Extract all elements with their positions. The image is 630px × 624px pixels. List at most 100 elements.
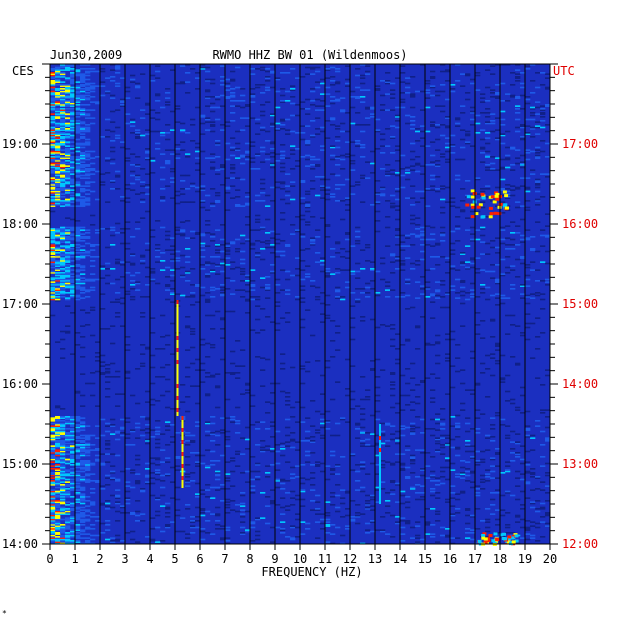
spectrogram-cell	[60, 264, 66, 266]
spectrogram-cell	[400, 374, 406, 377]
spectrogram-cell	[280, 72, 286, 74]
spectrogram-cell	[270, 122, 276, 125]
spectrogram-cell	[75, 106, 81, 109]
spectrogram-cell	[80, 152, 86, 154]
spectrogram-cell	[55, 168, 61, 170]
spectrogram-cell	[160, 530, 166, 533]
spectrogram-cell	[200, 188, 206, 190]
spectrogram-cell	[300, 440, 306, 442]
spectrogram-cell	[530, 64, 536, 66]
spectrogram-cell	[130, 538, 136, 541]
spectrogram-cell	[440, 105, 446, 107]
spectrogram-cell	[315, 165, 321, 167]
spectrogram-cell	[220, 454, 226, 457]
spectrogram-cell	[65, 165, 71, 167]
spectrogram-cell	[450, 537, 456, 539]
spectrogram-cell	[60, 118, 66, 121]
spectrogram-cell	[110, 376, 116, 378]
spectrogram-cell	[50, 525, 56, 527]
spectrogram-cell	[230, 242, 236, 245]
spectrogram-cell	[210, 166, 216, 169]
spectrogram-cell	[485, 242, 491, 245]
spectrogram-cell	[360, 486, 366, 489]
spectrogram-cell	[315, 494, 321, 497]
spectrogram-cell	[500, 377, 506, 379]
spectrogram-cell	[490, 357, 496, 359]
spectrogram-cell	[290, 85, 296, 87]
spectrogram-cell	[50, 533, 56, 535]
spectrogram-cell	[295, 476, 301, 478]
spectrogram-cell	[70, 541, 76, 543]
spectrogram-cell	[185, 237, 191, 239]
spectrogram-cell	[70, 129, 76, 131]
spectrogram-cell	[440, 284, 446, 286]
spectrogram-cell	[120, 434, 126, 437]
spectrogram-cell	[390, 514, 396, 517]
spectrogram-cell	[165, 160, 171, 162]
spectrogram-cell	[245, 438, 251, 441]
spectrogram-cell	[400, 106, 406, 109]
spectrogram-cell	[370, 318, 376, 321]
spectrogram-cell	[530, 108, 536, 110]
spectrogram-cell	[65, 528, 71, 530]
spectrogram-cell	[80, 156, 86, 158]
spectrogram-cell	[515, 149, 521, 151]
spectrogram-cell	[510, 430, 516, 433]
spectrogram-cell	[240, 129, 246, 131]
spectrogram-cell	[280, 442, 286, 445]
spectrogram-cell	[80, 462, 86, 465]
spectrogram-cell	[50, 260, 56, 262]
spectrogram-cell	[135, 86, 141, 89]
spectrogram-cell	[80, 502, 86, 505]
spectrogram-cell	[430, 185, 436, 187]
spectrogram-cell	[425, 244, 431, 246]
spectrogram-cell	[470, 428, 476, 430]
spectrogram-cell	[545, 88, 551, 90]
spectrogram-cell	[210, 96, 216, 98]
spectrogram-cell	[85, 437, 91, 439]
spectrogram-cell	[145, 157, 151, 159]
spectrogram-cell	[360, 64, 366, 66]
spectrogram-cell	[415, 140, 421, 142]
spectrogram-cell	[65, 532, 71, 534]
spectrogram-cell	[105, 368, 111, 370]
spectrogram-cell	[385, 285, 391, 287]
spectrogram-cell	[350, 520, 356, 522]
spectrogram-cell	[65, 148, 71, 150]
spectrogram-cell	[50, 506, 56, 509]
spectrogram-cell	[285, 278, 291, 281]
spectrogram-cell	[430, 536, 436, 538]
spectrogram-cell	[490, 65, 496, 67]
spectrogram-cell	[505, 64, 511, 66]
spectrogram-cell	[340, 154, 346, 157]
spectrogram-cell	[60, 201, 66, 203]
spectrogram-cell	[210, 286, 216, 289]
spectrogram-cell	[490, 130, 496, 133]
spectrogram-cell	[540, 196, 546, 198]
spectrogram-cell	[205, 66, 211, 69]
spectrogram-cell	[195, 462, 201, 465]
spectrogram-cell	[500, 118, 506, 121]
spectrogram-cell	[435, 164, 441, 166]
spectrogram-cell	[525, 410, 531, 413]
spectrogram-cell	[65, 478, 71, 481]
spectrogram-cell	[520, 526, 526, 529]
spectrogram-cell	[75, 182, 81, 185]
spectrogram-cell	[190, 185, 196, 187]
spectrogram-cell	[495, 532, 501, 534]
spectrogram-cell	[115, 432, 121, 434]
spectrogram-cell	[90, 382, 96, 385]
spectrogram-cell	[450, 144, 456, 146]
spectrogram-cell	[440, 124, 446, 126]
spectrogram-cell	[335, 125, 341, 127]
spectrogram-cell	[275, 128, 281, 130]
spectrogram-cell	[445, 498, 451, 501]
spectrogram-cell	[70, 353, 76, 355]
spectrogram-cell	[505, 492, 511, 494]
spectrogram-cell	[440, 526, 446, 529]
spectrogram-cell	[480, 292, 486, 294]
spectrogram-cell	[55, 182, 61, 185]
spectrogram-cell	[75, 150, 81, 153]
spectrogram-cell	[535, 221, 541, 223]
spectrogram-cell	[285, 244, 291, 246]
